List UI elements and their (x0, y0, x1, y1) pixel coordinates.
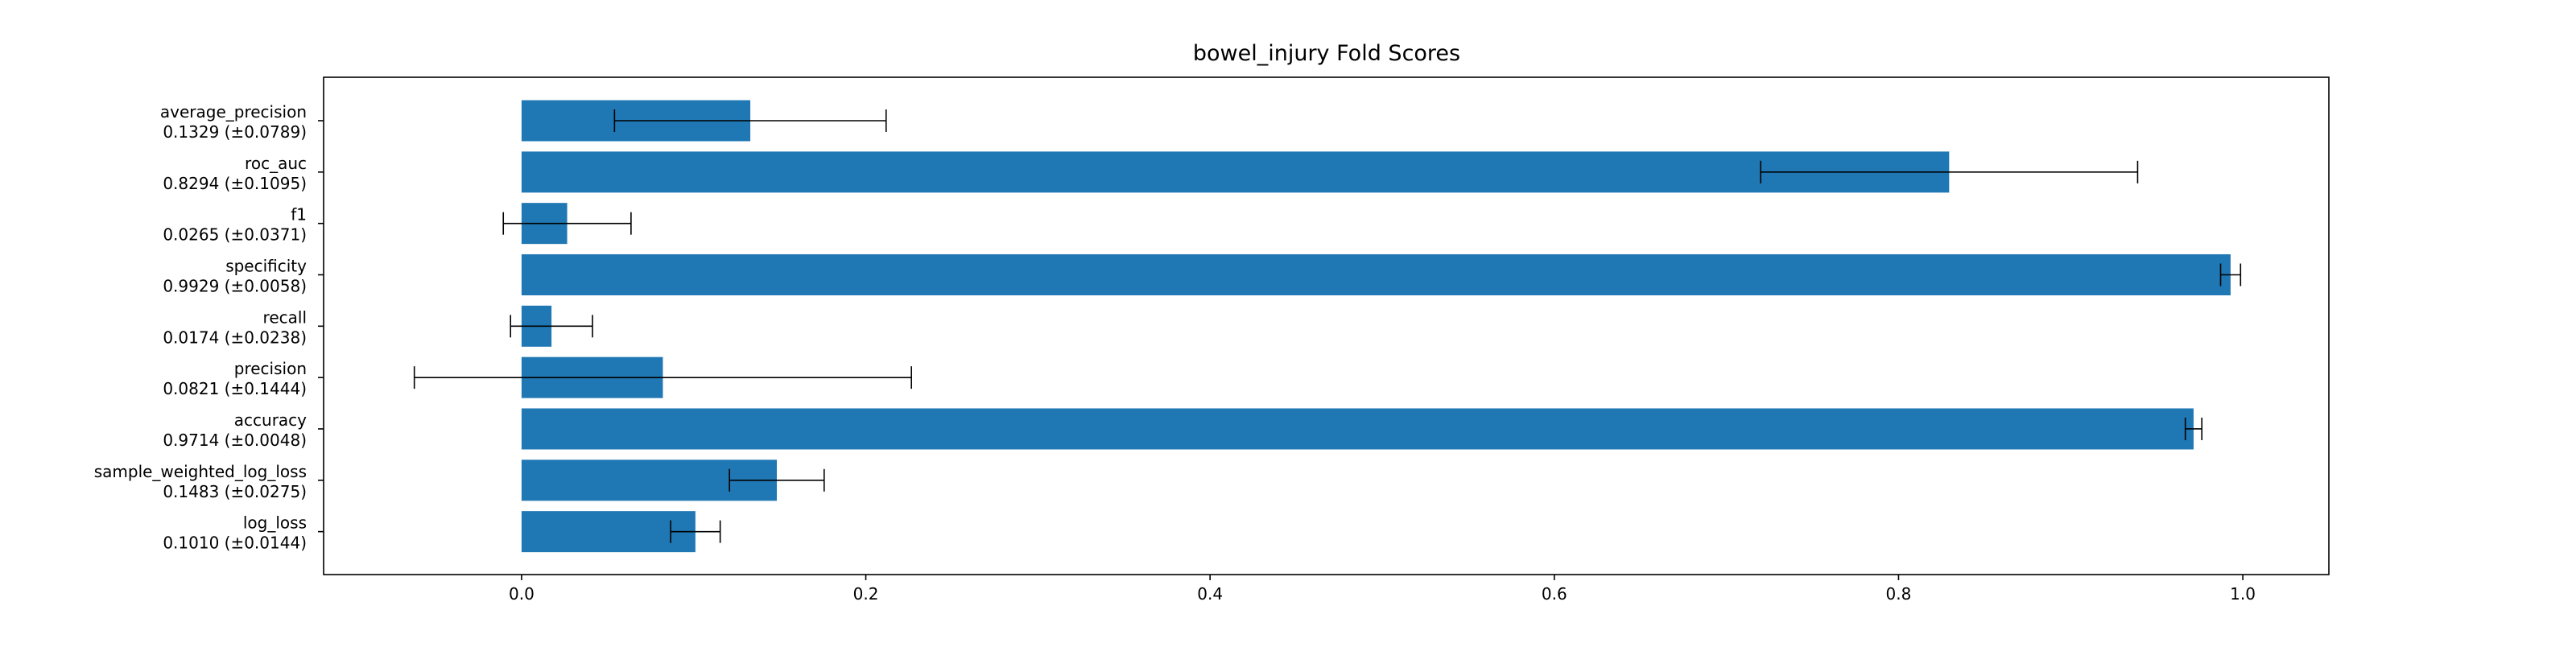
x-tick-label: 0.0 (509, 584, 535, 604)
y-tick-label-log_loss: log_loss (243, 513, 307, 533)
y-tick-label-precision: precision (234, 359, 307, 378)
y-tick-score-average_precision: 0.1329 (±0.0789) (163, 122, 307, 142)
y-tick-score-specificity: 0.9929 (±0.0058) (163, 276, 307, 295)
x-tick-label: 0.2 (853, 584, 879, 604)
y-tick-score-recall: 0.0174 (±0.0238) (163, 328, 307, 347)
bar-specificity (521, 253, 2231, 295)
y-tick-label-recall: recall (263, 307, 307, 327)
error-bar-precision (413, 366, 912, 389)
error-bars-layer (413, 109, 2242, 543)
chart-title: bowel_injury Fold Scores (1193, 41, 1460, 66)
y-tick-label-f1: f1 (291, 205, 307, 225)
y-tick-score-roc_auc: 0.8294 (±0.1095) (163, 174, 307, 193)
y-tick-label-specificity: specificity (225, 256, 307, 275)
x-tick-label: 0.8 (1886, 584, 1912, 604)
y-tick-score-accuracy: 0.9714 (±0.0048) (163, 431, 307, 450)
x-tick-label: 0.6 (1542, 584, 1567, 604)
bar-log_loss (521, 511, 696, 553)
y-tick-label-accuracy: accuracy (234, 410, 307, 430)
error-bar-sample_weighted_log_loss (729, 468, 825, 492)
error-bar-log_loss (670, 520, 721, 543)
y-tick-score-f1: 0.0265 (±0.0371) (163, 225, 307, 245)
y-tick-score-sample_weighted_log_loss: 0.1483 (±0.0275) (163, 482, 307, 501)
bar-roc_auc (521, 151, 1950, 193)
x-tick-label: 0.4 (1197, 584, 1223, 604)
y-tick-score-log_loss: 0.1010 (±0.0144) (163, 534, 307, 553)
plot-frame (323, 76, 2330, 575)
x-axis: 0.0 0.2 0.4 0.6 0.8 1.0 (509, 575, 2256, 604)
error-bar-specificity (2219, 263, 2242, 286)
bar-accuracy (521, 408, 2194, 450)
x-tick-label: 1.0 (2230, 584, 2256, 604)
error-bar-f1 (502, 212, 632, 235)
error-bar-accuracy (2184, 417, 2203, 440)
y-tick-score-precision: 0.0821 (±0.1444) (163, 379, 307, 398)
error-bar-roc_auc (1760, 160, 2139, 183)
y-tick-label-roc_auc: roc_auc (245, 154, 307, 173)
error-bar-recall (510, 315, 593, 338)
y-tick-label-sample_weighted_log_loss: sample_weighted_log_loss (94, 462, 307, 481)
bars-layer (521, 100, 2231, 553)
error-bar-average_precision (613, 109, 887, 132)
y-tick-label-average_precision: average_precision (160, 102, 307, 122)
